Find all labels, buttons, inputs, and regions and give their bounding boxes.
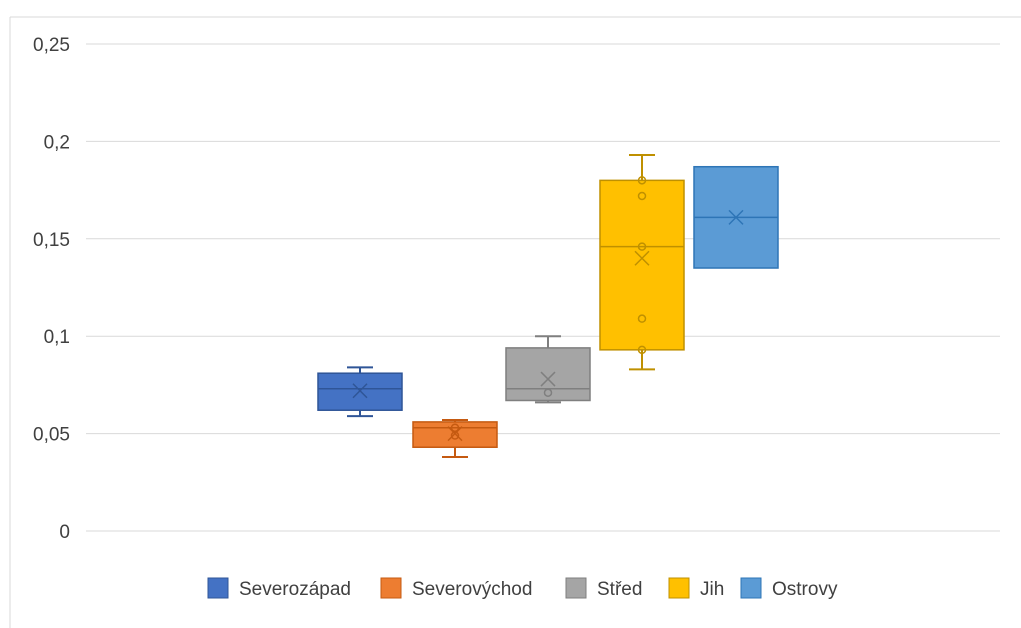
inner-point <box>543 388 553 397</box>
box-1 <box>317 366 403 418</box>
legend-item: Střed <box>565 577 642 600</box>
inner-point <box>637 191 647 201</box>
inner-point <box>450 423 460 433</box>
y-tick-label: 0,1 <box>44 327 70 348</box>
legend-swatch <box>380 577 402 599</box>
box-5 <box>693 165 779 269</box>
legend-item: Jih <box>668 577 724 600</box>
y-axis-tick-labels: 0 0,05 0,1 0,15 0,2 0,25 <box>33 35 70 543</box>
legend-swatch <box>740 577 762 599</box>
y-tick-label: 0,2 <box>44 132 70 153</box>
box-iqr <box>599 179 685 351</box>
legend-item: Severozápad <box>207 577 351 600</box>
y-tick-label: 0 <box>59 522 70 543</box>
y-tick-label: 0,15 <box>33 230 70 251</box>
mean-marker <box>728 209 744 225</box>
chart-frame <box>9 16 1021 628</box>
legend-swatch <box>207 577 229 599</box>
y-tick-label: 0,05 <box>33 425 70 446</box>
legend-label: Ostrovy <box>772 579 838 600</box>
inner-point <box>450 431 460 440</box>
mean-marker <box>447 426 463 442</box>
legend-item: Severovýchod <box>380 577 532 600</box>
legend-label: Střed <box>597 579 642 600</box>
legend-label: Severovýchod <box>412 579 532 600</box>
box-series <box>317 154 779 458</box>
mean-marker <box>540 371 556 387</box>
box-2 <box>412 418 498 458</box>
legend-label: Jih <box>700 579 724 600</box>
gridlines <box>86 43 1000 532</box>
inner-point <box>637 242 647 251</box>
mean-marker <box>352 383 368 399</box>
inner-point <box>637 176 647 185</box>
mean-marker <box>634 250 650 266</box>
legend-label: Severozápad <box>239 579 351 600</box>
y-tick-label: 0,25 <box>33 35 70 56</box>
inner-point <box>637 314 647 323</box>
box-3 <box>505 335 591 404</box>
box-4 <box>599 154 685 371</box>
inner-point <box>637 345 647 355</box>
box-iqr <box>505 347 591 402</box>
legend-swatch <box>668 577 690 599</box>
legend: Severozápad Severovýchod Střed Jih Ostrovy <box>207 577 838 600</box>
legend-swatch <box>565 577 587 599</box>
legend-item: Ostrovy <box>740 577 838 600</box>
